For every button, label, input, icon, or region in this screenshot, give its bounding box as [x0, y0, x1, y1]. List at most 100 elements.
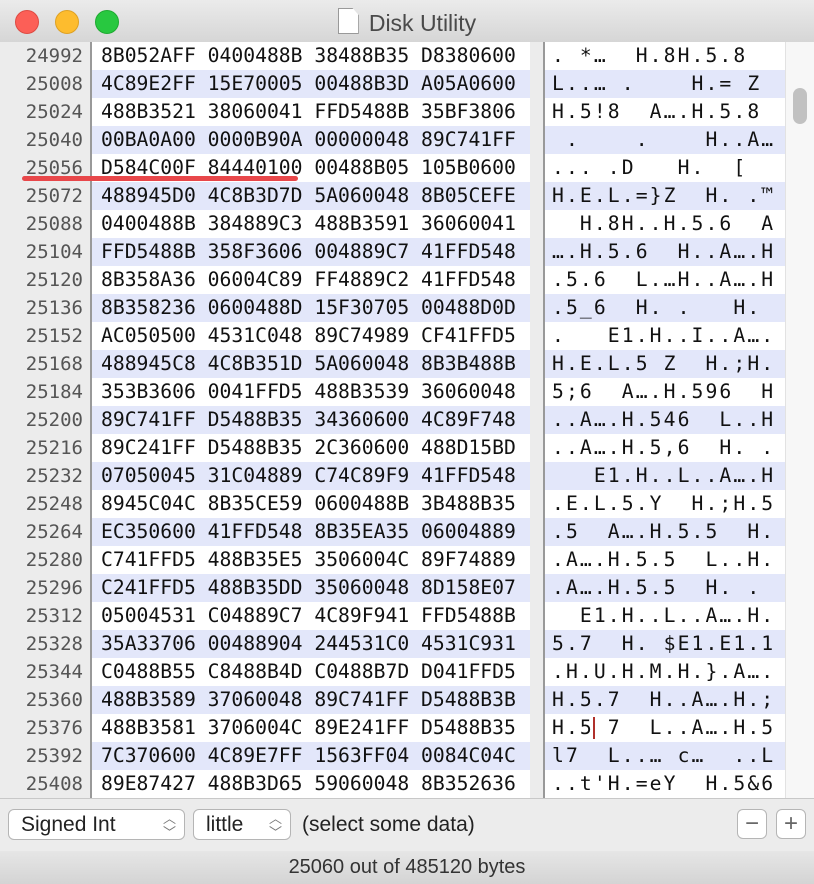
ascii-row[interactable]: ..A….H.546 L..H [545, 406, 787, 434]
hex-row[interactable]: 488B3589 37060048 89C741FF D5488B3B [92, 686, 532, 714]
add-button[interactable]: + [776, 809, 806, 839]
ascii-row[interactable]: . . H..A… [545, 126, 787, 154]
hex-row[interactable]: 35A33706 00488904 244531C0 4531C931 [92, 630, 532, 658]
offset-label: 25168 [25, 353, 83, 375]
offset-label: 25328 [25, 633, 83, 655]
hex-row[interactable]: 00BA0A00 0000B90A 00000048 89C741FF [92, 126, 532, 154]
offset-label: 25184 [25, 381, 83, 403]
ascii-row[interactable]: H.E.L.5 Z H.;H. [545, 350, 787, 378]
minimize-button[interactable] [55, 10, 79, 34]
hex-row[interactable]: 488945C8 4C8B351D 5A060048 8B3B488B [92, 350, 532, 378]
ascii-view[interactable]: . *… H.8H.5.8 L..… . H.= Z H.5!8 A….H.5.8 … [543, 42, 787, 798]
offset-label: 25136 [25, 297, 83, 319]
text-cursor [593, 717, 595, 739]
ascii-row[interactable]: H.5!8 A….H.5.8 [552, 100, 762, 123]
remove-button[interactable]: − [737, 809, 767, 839]
ascii-row[interactable]: .A….H.5.5 L..H. [552, 548, 776, 571]
offset-label: 25056 [25, 157, 83, 179]
offset-label: 25408 [25, 773, 83, 795]
scroll-thumb[interactable] [793, 88, 807, 124]
ascii-row[interactable]: H.5 7 L..A….H.5 [552, 716, 776, 739]
close-button[interactable] [15, 10, 39, 34]
plus-icon: + [783, 810, 798, 837]
updown-chevron-icon: ︿ ﹀ [162, 811, 176, 840]
ascii-row[interactable]: .5_6 H. . H. [545, 294, 787, 322]
ascii-row[interactable]: .H.U.H.M.H.}.A…. [552, 660, 776, 683]
offset-label: 25296 [25, 577, 83, 599]
offset-label: 25152 [25, 325, 83, 347]
ascii-row[interactable]: . *… H.8H.5.8 [552, 44, 748, 67]
hex-row[interactable]: 488B3581 3706004C 89E241FF D5488B35 [101, 716, 516, 739]
ascii-row[interactable]: 5;6 A….H.596 H [552, 380, 776, 403]
ascii-row[interactable]: H.E.L.=}Z H. .™ [545, 182, 787, 210]
hex-row[interactable]: 05004531 C04889C7 4C89F941 FFD5488B [101, 604, 516, 627]
offset-label: 25040 [25, 129, 83, 151]
selection-value: (select some data) [302, 813, 475, 836]
hex-view[interactable]: 8B052AFF 0400488B 38488B35 D8380600 4C89E… [90, 42, 532, 798]
hex-row[interactable]: 8B052AFF 0400488B 38488B35 D8380600 [101, 44, 516, 67]
hex-row[interactable]: AC050500 4531C048 89C74989 CF41FFD5 [101, 324, 516, 347]
offset-label: 25280 [25, 549, 83, 571]
ascii-row[interactable]: H.5.7 H..A….H.; [545, 686, 787, 714]
offset-label: 25024 [25, 101, 83, 123]
ascii-row[interactable]: ….H.5.6 H..A….H [545, 238, 787, 266]
endian-select[interactable]: little ︿ ﹀ [193, 809, 291, 840]
offset-label: 25008 [25, 73, 83, 95]
vertical-scrollbar[interactable] [785, 42, 814, 798]
offset-label: 25248 [25, 493, 83, 515]
ascii-row[interactable]: L..… . H.= Z [545, 70, 787, 98]
hex-row[interactable]: 353B3606 0041FFD5 488B3539 36060048 [101, 380, 516, 403]
ascii-row[interactable]: H.8H..H.5.6 A [552, 212, 776, 235]
ascii-row[interactable]: .A….H.5.5 H. . [545, 574, 787, 602]
ascii-row[interactable]: 5.7 H. $E1.E1.1 [545, 630, 787, 658]
ascii-row[interactable]: ..t'H.=eY H.5&6 [552, 772, 776, 795]
pane-divider[interactable] [530, 42, 543, 798]
ascii-row[interactable]: .E.L.5.Y H.;H.5 [552, 492, 776, 515]
zoom-button[interactable] [95, 10, 119, 34]
offset-label: 25360 [25, 689, 83, 711]
hex-row[interactable]: 488945D0 4C8B3D7D 5A060048 8B05CEFE [92, 182, 532, 210]
hex-row[interactable]: 89C741FF D5488B35 34360600 4C89F748 [92, 406, 532, 434]
ascii-row[interactable]: .5.6 L.…H..A….H [552, 268, 776, 291]
hex-row[interactable]: 488B3521 38060041 FFD5488B 35BF3806 [101, 100, 516, 123]
minus-icon: − [744, 810, 759, 837]
hex-row[interactable]: D584C00F 84440100 00488B05 105B0600 [101, 156, 516, 179]
offset-label: 25392 [25, 745, 83, 767]
offset-label: 25088 [25, 213, 83, 235]
hex-row[interactable]: 4C89E2FF 15E70005 00488B3D A05A0600 [92, 70, 532, 98]
offset-label: 25232 [25, 465, 83, 487]
hex-row[interactable]: C741FFD5 488B35E5 3506004C 89F74889 [101, 548, 516, 571]
offset-label: 25312 [25, 605, 83, 627]
annotation-underline [22, 176, 298, 181]
type-select[interactable]: Signed Int ︿ ﹀ [8, 809, 185, 840]
inspector-toolbar: Signed Int ︿ ﹀ little ︿ ﹀ (select some data)… [0, 798, 814, 852]
status-bar: 25060 out of 485120 bytes [0, 851, 814, 884]
ascii-row[interactable]: E1.H..L..A….H [545, 462, 787, 490]
hex-row[interactable]: FFD5488B 358F3606 004889C7 41FFD548 [92, 238, 532, 266]
ascii-row[interactable]: ..A….H.5,6 H. . [552, 436, 776, 459]
hex-row[interactable]: 07050045 31C04889 C74C89F9 41FFD548 [92, 462, 532, 490]
hex-row[interactable]: C0488B55 C8488B4D C0488B7D D041FFD5 [101, 660, 516, 683]
ascii-row[interactable]: ... .D H. [ [552, 156, 748, 179]
hex-row[interactable]: 89E87427 488B3D65 59060048 8B352636 [101, 772, 516, 795]
ascii-row[interactable]: l7 L..… c… ..L [545, 742, 787, 770]
hex-row[interactable]: 8B358236 0600488D 15F30705 00488D0D [92, 294, 532, 322]
window-title: Disk Utility [0, 8, 814, 37]
ascii-row[interactable]: E1.H..L..A….H. [552, 604, 776, 627]
offset-column: 24992 25008 25024 25040 25056 25072 25088 25104… [0, 42, 90, 798]
hex-row[interactable]: 8945C04C 8B35CE59 0600488B 3B488B35 [101, 492, 516, 515]
offset-label: 24992 [25, 45, 83, 67]
offset-label: 25264 [25, 521, 83, 543]
hex-row[interactable]: EC350600 41FFD548 8B35EA35 06004889 [92, 518, 532, 546]
document-icon [337, 8, 359, 34]
offset-label: 25200 [25, 409, 83, 431]
type-select-value: Signed Int [21, 813, 116, 836]
hex-row[interactable]: 8B358A36 06004C89 FF4889C2 41FFD548 [101, 268, 516, 291]
offset-label: 25344 [25, 661, 83, 683]
hex-row[interactable]: 0400488B 384889C3 488B3591 36060041 [101, 212, 516, 235]
hex-row[interactable]: C241FFD5 488B35DD 35060048 8D158E07 [92, 574, 532, 602]
hex-row[interactable]: 7C370600 4C89E7FF 1563FF04 0084C04C [92, 742, 532, 770]
ascii-row[interactable]: .5 A….H.5.5 H. [545, 518, 787, 546]
ascii-row[interactable]: . E1.H..I..A…. [552, 324, 776, 347]
hex-row[interactable]: 89C241FF D5488B35 2C360600 488D15BD [101, 436, 516, 459]
